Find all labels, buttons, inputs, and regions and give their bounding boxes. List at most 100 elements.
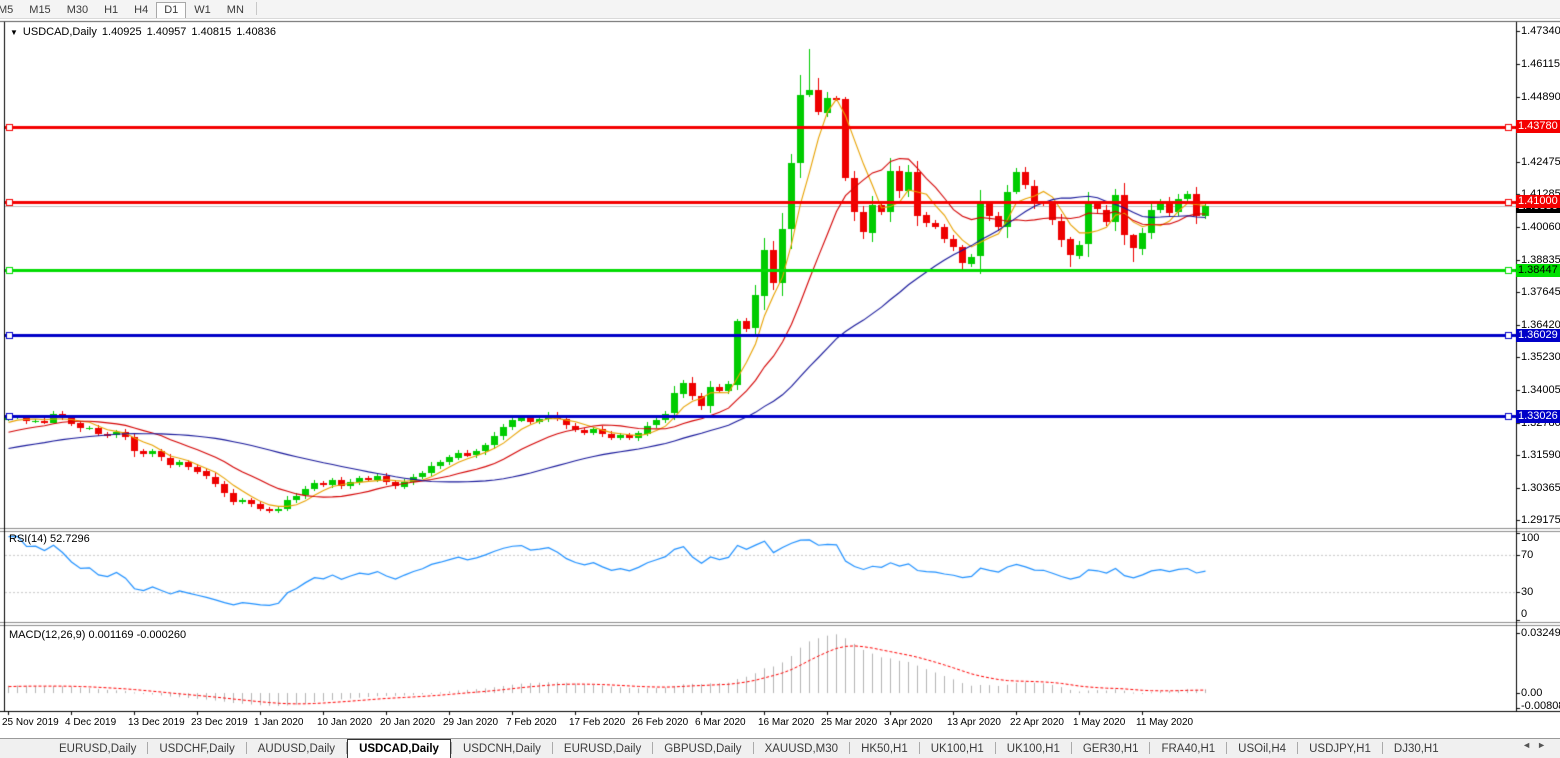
chart-tab-usdcad-daily[interactable]: USDCAD,Daily — [347, 739, 451, 758]
date-label: 1 May 2020 — [1073, 717, 1126, 728]
date-label: 22 Apr 2020 — [1010, 717, 1064, 728]
price-level-box-136029: 1.36029 — [1516, 328, 1560, 342]
date-label: 16 Mar 2020 — [758, 717, 815, 728]
chart-tab-usdjpy-h1[interactable]: USDJPY,H1 — [1309, 743, 1371, 755]
ohlc-high: 1.40957 — [146, 26, 187, 38]
tab-separator — [450, 741, 452, 754]
date-label: 23 Dec 2019 — [191, 717, 248, 728]
price-tick-label: 1.37645 — [1521, 285, 1560, 298]
date-label: 10 Jan 2020 — [317, 717, 373, 728]
date-label: 25 Nov 2019 — [2, 717, 59, 728]
date-label: 25 Mar 2020 — [821, 717, 878, 728]
chart-symbol-period: USDCAD,Daily — [22, 26, 97, 38]
chart-tab-usdcnh-daily[interactable]: USDCNH,Daily — [462, 743, 541, 755]
chart-tab-usoil-h4[interactable]: USOil,H4 — [1238, 743, 1287, 755]
tab-separator — [1297, 741, 1299, 754]
date-label: 4 Dec 2019 — [65, 717, 117, 728]
chart-tab-ger30-h1[interactable]: GER30,H1 — [1082, 743, 1139, 755]
tab-scroll-arrows: ◄► — [1522, 740, 1552, 750]
date-label: 1 Jan 2020 — [254, 717, 304, 728]
price-tick-label: 1.31590 — [1521, 448, 1560, 461]
date-label: 26 Feb 2020 — [632, 717, 689, 728]
price-tick-label: 1.42475 — [1521, 155, 1560, 168]
timeframe-button-mn[interactable]: MN — [226, 4, 244, 16]
date-label: 13 Dec 2019 — [128, 717, 185, 728]
tab-separator — [1226, 741, 1228, 754]
ohlc-low: 1.40815 — [191, 26, 232, 38]
tab-separator — [245, 741, 247, 754]
chart-tab-audusd-daily[interactable]: AUDUSD,Daily — [257, 743, 336, 755]
macd-axis-label: 0.00 — [1521, 687, 1543, 700]
date-label: 3 Apr 2020 — [884, 717, 933, 728]
timeframe-button-m5[interactable]: M5 — [0, 4, 14, 16]
timeframe-button-h1[interactable]: H1 — [104, 4, 119, 16]
tab-separator — [551, 741, 553, 754]
price-tick-label: 1.30365 — [1521, 481, 1560, 494]
date-label: 6 Mar 2020 — [695, 717, 746, 728]
price-tick-label: 1.47340 — [1521, 25, 1560, 37]
chart-tab-eurusd-daily[interactable]: EURUSD,Daily — [59, 743, 137, 755]
chart-tab-gbpusd-daily[interactable]: GBPUSD,Daily — [664, 743, 742, 755]
chart-tab-uk100-h1[interactable]: UK100,H1 — [1006, 743, 1060, 755]
date-label: 29 Jan 2020 — [443, 717, 499, 728]
timeframe-button-w1[interactable]: W1 — [194, 4, 211, 16]
timeframe-button-h4[interactable]: H4 — [134, 4, 149, 16]
chart-tab-bar: EURUSD,Daily USDCHF,Daily AUDUSD,Daily USDC… — [0, 738, 1560, 758]
date-label: 13 Apr 2020 — [947, 717, 1001, 728]
tab-separator — [1381, 741, 1383, 754]
price-level-box-141000: 1.41000 — [1516, 195, 1560, 209]
timeframe-button-m15[interactable]: M15 — [29, 4, 51, 16]
chart-tab-xauusd-m30[interactable]: XAUUSD,M30 — [764, 743, 839, 755]
date-label: 7 Feb 2020 — [506, 717, 557, 728]
date-label: 17 Feb 2020 — [569, 717, 626, 728]
tab-separator — [1070, 741, 1072, 754]
ohlc-open: 1.40925 — [101, 26, 142, 38]
timeframe-toolbar: M5 M15 M30 H1 H4 D1 W1 MN — [0, 0, 1560, 19]
chart-tab-usdchf-daily[interactable]: USDCHF,Daily — [159, 743, 235, 755]
price-tick-label: 1.38835 — [1521, 253, 1560, 266]
price-tick-label: 1.34005 — [1521, 383, 1560, 396]
tab-scroll-left-icon[interactable]: ◄ — [1522, 740, 1538, 750]
chart-tab-hk50-h1[interactable]: HK50,H1 — [861, 743, 908, 755]
price-level-box-138447: 1.38447 — [1516, 263, 1560, 277]
rsi-axis-label-70: 70 — [1521, 548, 1534, 561]
price-tick-label: 1.29175 — [1521, 513, 1560, 526]
macd-indicator-label: MACD(12,26,9) 0.001169 -0.000260 — [9, 629, 187, 641]
chart-tab-dj30-h1[interactable]: DJ30,H1 — [1393, 743, 1439, 755]
chart-tab-uk100-h1[interactable]: UK100,H1 — [930, 743, 984, 755]
chart-tab-eurusd-daily[interactable]: EURUSD,Daily — [563, 743, 642, 755]
rsi-indicator-label: RSI(14) 52.7296 — [9, 533, 90, 545]
chart-dropdown-icon[interactable]: ▼ — [10, 28, 18, 37]
tab-separator — [849, 741, 851, 754]
tab-separator — [147, 741, 149, 754]
date-label: 20 Jan 2020 — [380, 717, 436, 728]
timeframe-button-m30[interactable]: M30 — [66, 4, 89, 16]
rsi-axis-label-100: 100 — [1521, 532, 1540, 544]
price-level-box-133026: 1.33026 — [1516, 409, 1560, 423]
tab-separator — [346, 741, 348, 754]
date-label: 11 May 2020 — [1136, 717, 1194, 728]
price-tick-label: 1.40060 — [1521, 220, 1560, 233]
price-level-box-143780: 1.43780 — [1516, 120, 1560, 134]
price-tick-label: 1.36420 — [1521, 318, 1560, 331]
tab-separator — [652, 741, 654, 754]
price-tick-label: 1.46115 — [1521, 57, 1560, 70]
rsi-axis-label-30: 30 — [1521, 586, 1534, 599]
chart-title: ▼ USDCAD,Daily 1.40925 1.40957 1.40815 1.4083… — [10, 26, 276, 38]
macd-axis-label: 0.032493 — [1521, 627, 1560, 639]
tab-separator — [918, 741, 920, 754]
tab-separator — [752, 741, 754, 754]
ohlc-close: 1.40836 — [236, 26, 276, 38]
tab-separator — [1149, 741, 1151, 754]
tab-scroll-right-icon[interactable]: ► — [1537, 740, 1552, 750]
chart-tab-fra40-h1[interactable]: FRA40,H1 — [1161, 743, 1216, 755]
price-tick-label: 1.44890 — [1521, 90, 1560, 103]
price-tick-label: 1.35230 — [1521, 350, 1560, 363]
timeframe-button-d1[interactable]: D1 — [156, 2, 187, 18]
rsi-axis-label-0: 0 — [1521, 608, 1528, 620]
tab-separator — [994, 741, 996, 754]
macd-axis-label: -0.008086 — [1521, 700, 1560, 712]
toolbar-separator — [255, 2, 257, 16]
